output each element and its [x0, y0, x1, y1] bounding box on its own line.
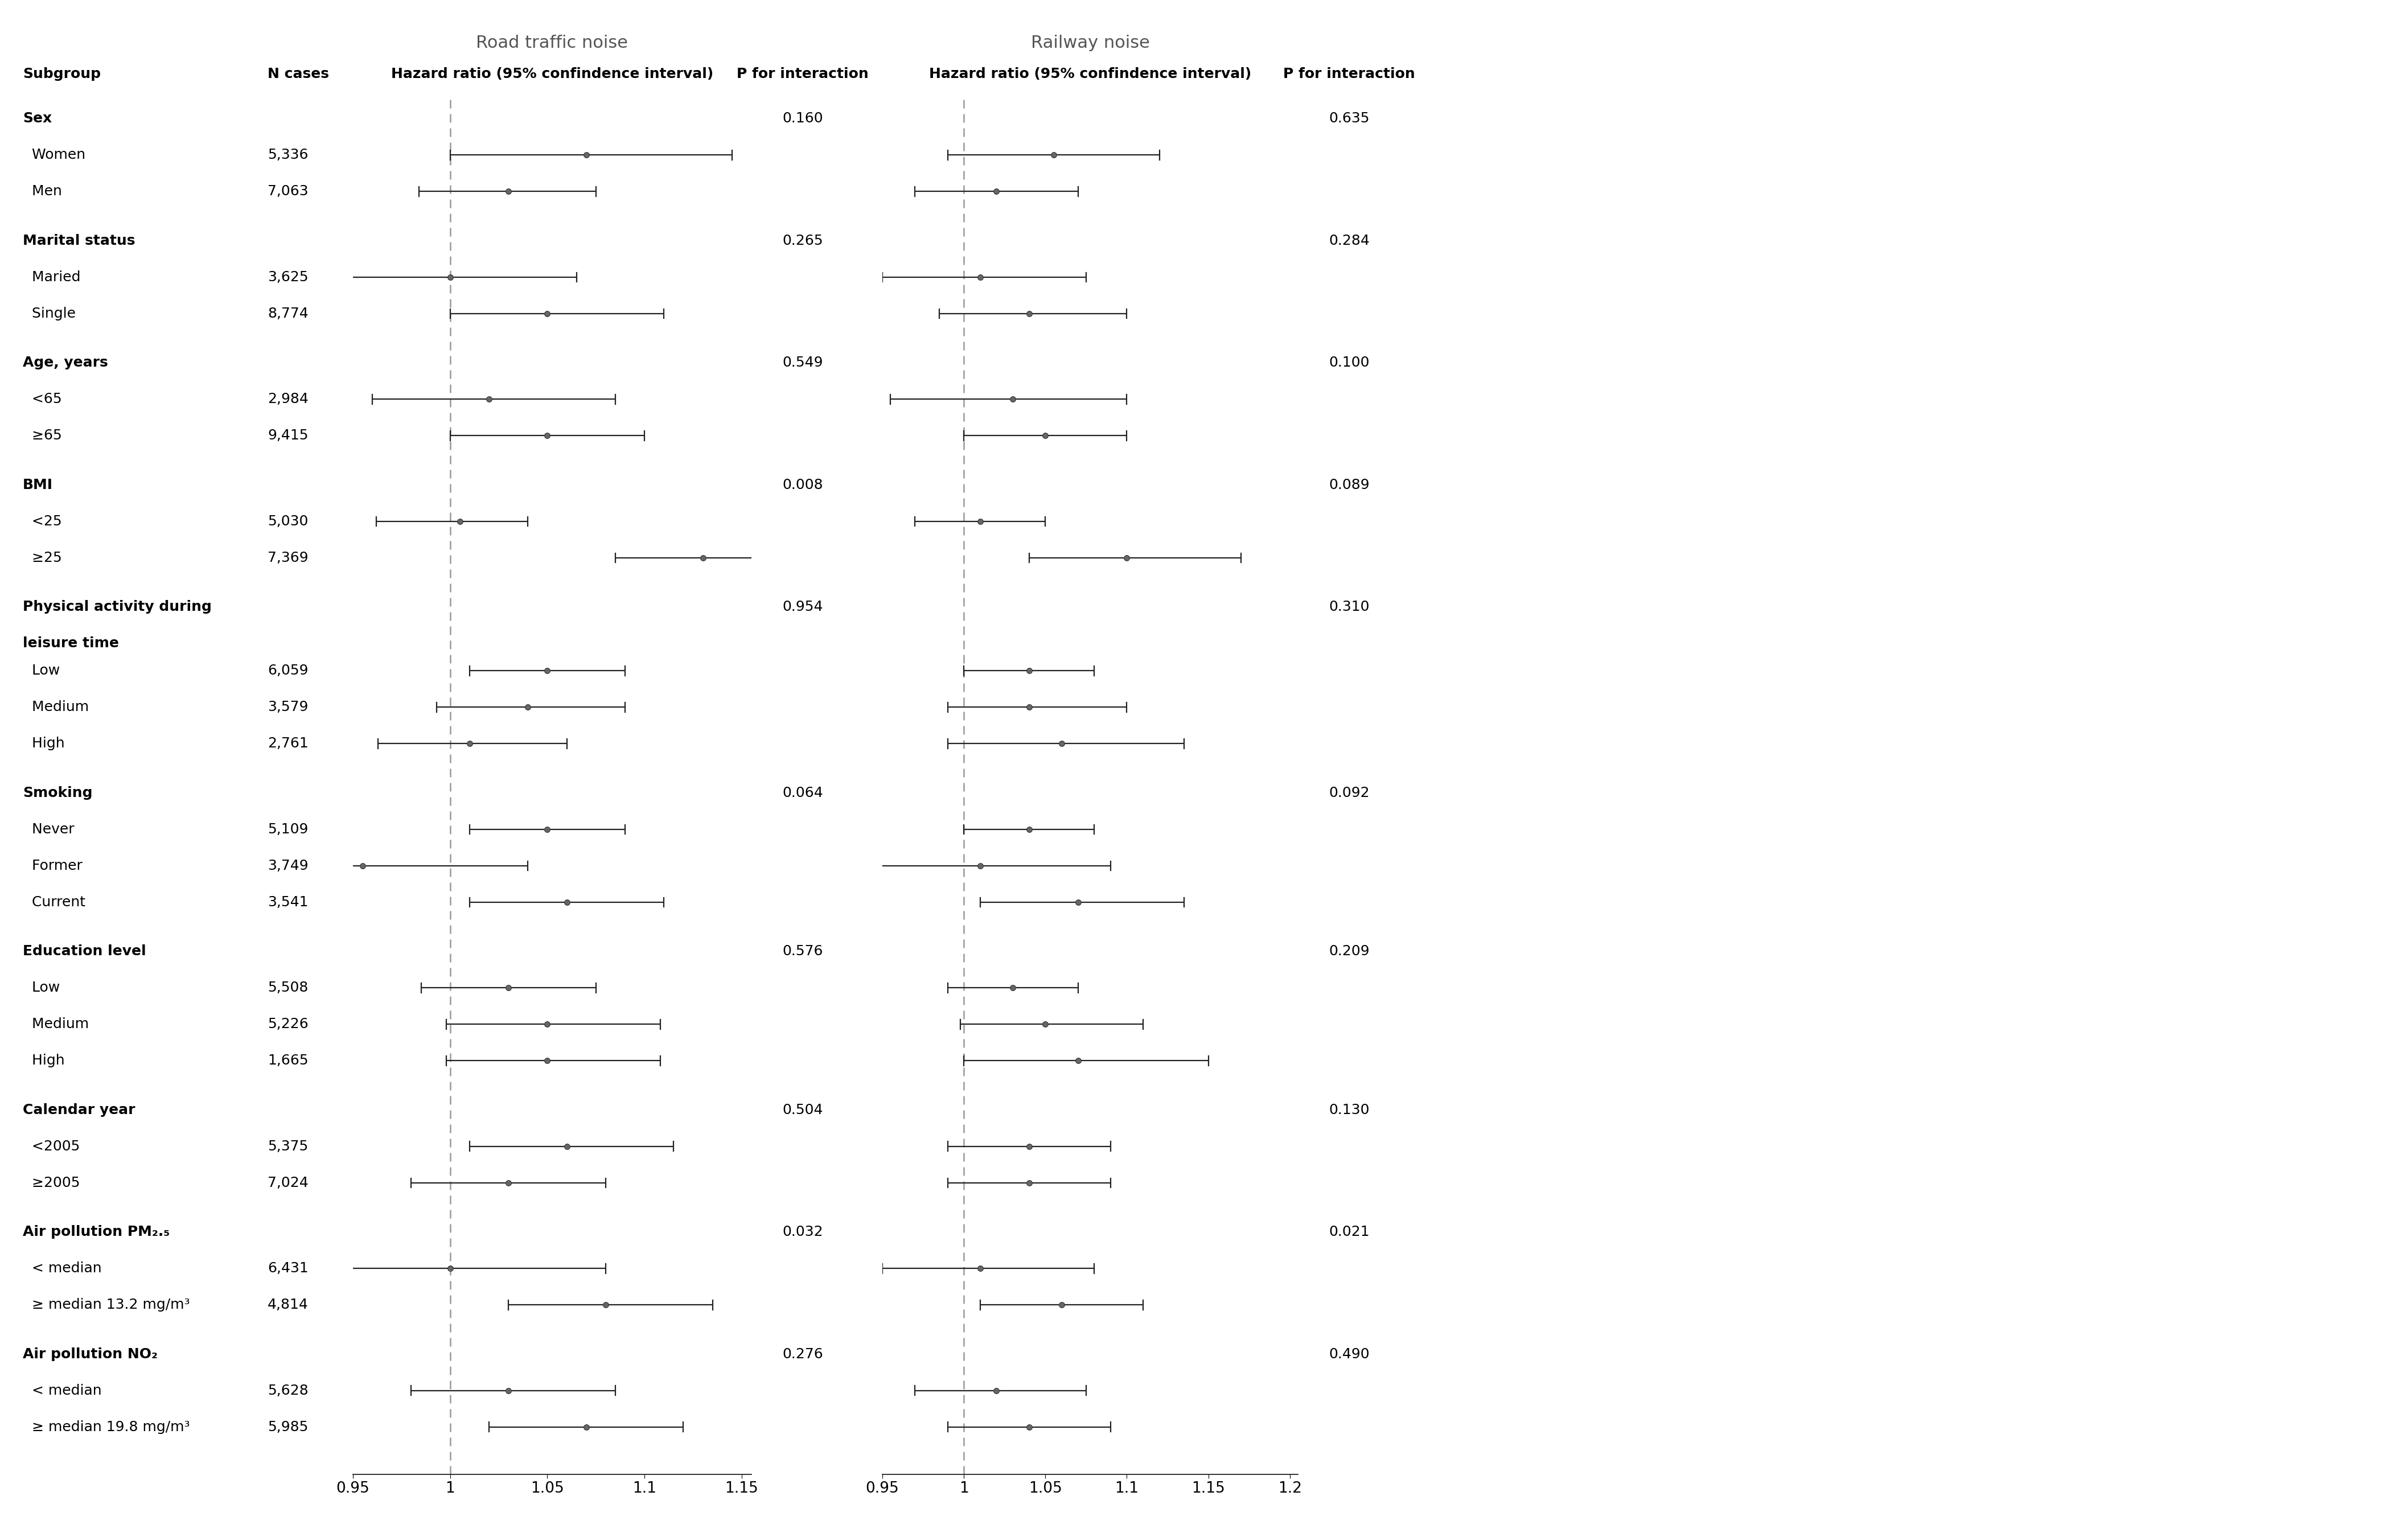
Text: Women: Women	[22, 148, 84, 161]
Text: Hazard ratio (95% confindence interval): Hazard ratio (95% confindence interval)	[390, 68, 713, 81]
Text: ≥2005: ≥2005	[22, 1176, 79, 1190]
Text: 5,375: 5,375	[267, 1139, 308, 1153]
Text: BMI: BMI	[22, 478, 53, 492]
Text: Maried: Maried	[22, 271, 79, 284]
Text: 0.504: 0.504	[783, 1104, 824, 1117]
Text: 4,814: 4,814	[267, 1299, 308, 1311]
Text: 7,369: 7,369	[267, 550, 308, 564]
Text: 0.092: 0.092	[1329, 785, 1370, 799]
Text: < median: < median	[22, 1262, 101, 1276]
Text: 9,415: 9,415	[267, 429, 308, 443]
Text: Current: Current	[22, 896, 84, 908]
Text: Hazard ratio (95% confindence interval): Hazard ratio (95% confindence interval)	[929, 68, 1252, 81]
Text: ≥ median 19.8 mg/m³: ≥ median 19.8 mg/m³	[22, 1420, 190, 1434]
Text: 7,063: 7,063	[267, 184, 308, 198]
Text: 0.549: 0.549	[783, 357, 824, 370]
Text: 8,774: 8,774	[267, 307, 308, 320]
Text: 0.032: 0.032	[783, 1225, 824, 1239]
Text: 3,579: 3,579	[267, 701, 308, 715]
Text: 5,508: 5,508	[267, 981, 308, 994]
Text: 3,625: 3,625	[267, 271, 308, 284]
Text: Low: Low	[22, 981, 60, 994]
Text: 1,665: 1,665	[267, 1054, 308, 1068]
Text: 0.954: 0.954	[783, 599, 824, 613]
Text: 2,984: 2,984	[267, 392, 308, 406]
Text: 6,059: 6,059	[267, 664, 308, 678]
Text: 0.310: 0.310	[1329, 599, 1370, 613]
Text: Physical activity during: Physical activity during	[22, 599, 212, 613]
Text: Sex: Sex	[22, 112, 53, 126]
Text: 5,109: 5,109	[267, 822, 308, 836]
Text: 0.284: 0.284	[1329, 234, 1370, 247]
Text: ≥ median 13.2 mg/m³: ≥ median 13.2 mg/m³	[22, 1299, 190, 1311]
Text: 0.100: 0.100	[1329, 357, 1370, 370]
Text: 0.265: 0.265	[783, 234, 824, 247]
Text: 6,431: 6,431	[267, 1262, 308, 1276]
Text: N cases: N cases	[267, 68, 330, 81]
Text: <25: <25	[22, 515, 63, 529]
Text: High: High	[22, 736, 65, 750]
Text: 0.635: 0.635	[1329, 112, 1370, 126]
Text: High: High	[22, 1054, 65, 1068]
Text: 2,761: 2,761	[267, 736, 308, 750]
Text: Air pollution NO₂: Air pollution NO₂	[22, 1348, 157, 1360]
Text: Education level: Education level	[22, 945, 147, 958]
Text: Air pollution PM₂.₅: Air pollution PM₂.₅	[22, 1225, 171, 1239]
Text: Never: Never	[22, 822, 75, 836]
Text: 0.490: 0.490	[1329, 1348, 1370, 1360]
Text: 0.160: 0.160	[783, 112, 824, 126]
Text: Age, years: Age, years	[22, 357, 108, 370]
Text: 5,030: 5,030	[267, 515, 308, 529]
Text: Men: Men	[22, 184, 63, 198]
Text: 0.021: 0.021	[1329, 1225, 1370, 1239]
Text: 0.089: 0.089	[1329, 478, 1370, 492]
Text: Calendar year: Calendar year	[22, 1104, 135, 1117]
Text: 5,628: 5,628	[267, 1383, 308, 1397]
Text: 7,024: 7,024	[267, 1176, 308, 1190]
Text: Marital status: Marital status	[22, 234, 135, 247]
Text: 0.209: 0.209	[1329, 945, 1370, 958]
Text: Medium: Medium	[22, 1017, 89, 1031]
Text: Subgroup: Subgroup	[22, 68, 101, 81]
Text: Smoking: Smoking	[22, 785, 92, 799]
Text: 0.576: 0.576	[783, 945, 824, 958]
Text: 5,985: 5,985	[267, 1420, 308, 1434]
Text: P for interaction: P for interaction	[737, 68, 869, 81]
Text: 0.276: 0.276	[783, 1348, 824, 1360]
Text: 0.008: 0.008	[783, 478, 824, 492]
Text: 5,336: 5,336	[267, 148, 308, 161]
Text: Former: Former	[22, 859, 82, 873]
Text: leisure time: leisure time	[22, 636, 118, 650]
Text: Medium: Medium	[22, 701, 89, 715]
Text: < median: < median	[22, 1383, 101, 1397]
Text: 3,541: 3,541	[267, 896, 308, 908]
Text: Railway noise: Railway noise	[1031, 34, 1149, 51]
Text: P for interaction: P for interaction	[1283, 68, 1416, 81]
Text: <65: <65	[22, 392, 63, 406]
Text: Road traffic noise: Road traffic noise	[477, 34, 628, 51]
Text: <2005: <2005	[22, 1139, 79, 1153]
Text: 0.064: 0.064	[783, 785, 824, 799]
Text: Low: Low	[22, 664, 60, 678]
Text: 3,749: 3,749	[267, 859, 308, 873]
Text: 5,226: 5,226	[267, 1017, 308, 1031]
Text: 0.130: 0.130	[1329, 1104, 1370, 1117]
Text: Single: Single	[22, 307, 75, 320]
Text: ≥25: ≥25	[22, 550, 63, 564]
Text: ≥65: ≥65	[22, 429, 63, 443]
